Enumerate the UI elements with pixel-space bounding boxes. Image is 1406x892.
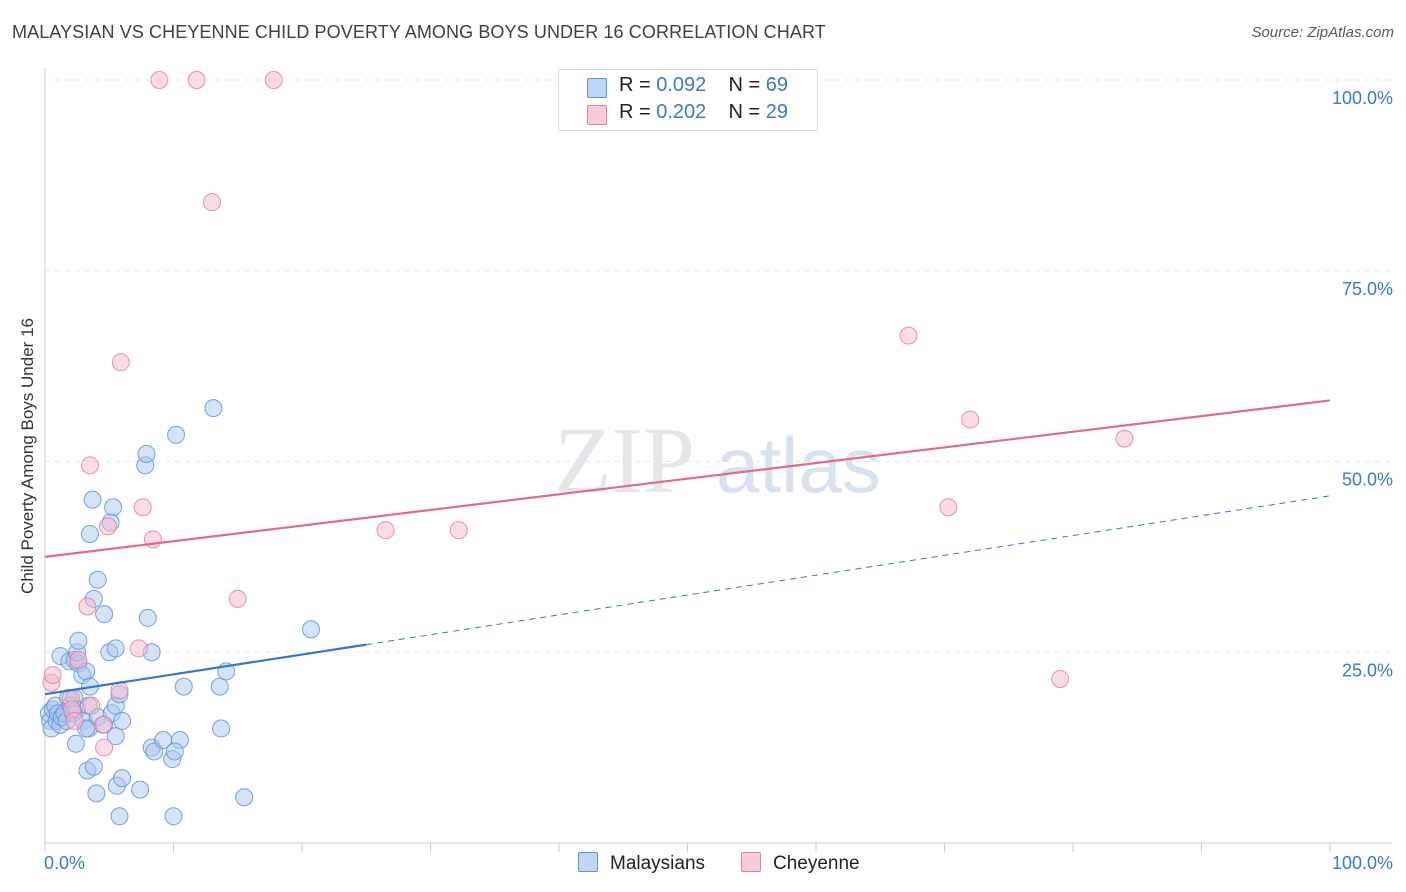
point-cheyenne (93, 715, 112, 734)
point-malaysians (165, 742, 184, 761)
point-cheyenne (129, 639, 148, 658)
watermark-zip: ZIP (554, 409, 695, 513)
chart-title: MALAYSIAN VS CHEYENNE CHILD POVERTY AMON… (12, 22, 826, 42)
point-cheyenne (95, 738, 114, 757)
point-cheyenne (43, 666, 62, 685)
trend-line-extension-malaysians (366, 495, 1331, 646)
trend-line-malaysians (44, 643, 367, 696)
y-tick-label: 100.0% (1332, 88, 1393, 108)
point-malaysians (138, 608, 157, 627)
gridlines (45, 79, 1392, 653)
point-cheyenne (939, 498, 958, 517)
point-cheyenne (80, 456, 99, 475)
trend-line-cheyenne (44, 399, 1331, 558)
point-cheyenne (187, 71, 206, 89)
legend-n-value-cheyenne: 29 (765, 101, 789, 123)
point-cheyenne (133, 498, 152, 517)
point-cheyenne (98, 517, 117, 536)
point-malaysians (69, 631, 88, 650)
point-malaysians (137, 444, 156, 463)
point-cheyenne (78, 597, 97, 616)
point-malaysians (113, 769, 132, 788)
legend-swatch-cheyenne (741, 852, 761, 872)
legend-swatch-malaysians (587, 78, 607, 98)
point-cheyenne (899, 326, 918, 345)
data-points (39, 71, 1134, 826)
legend-item-cheyenne[interactable]: Cheyenne (741, 852, 860, 875)
point-cheyenne (376, 521, 395, 540)
legend-r-label: R = (619, 101, 651, 123)
point-malaysians (113, 711, 132, 730)
point-cheyenne (449, 521, 468, 540)
point-malaysians (106, 727, 125, 746)
point-malaysians (110, 807, 129, 826)
point-malaysians (87, 784, 106, 803)
source-label: Source: ZipAtlas.com (1251, 24, 1394, 41)
point-cheyenne (961, 410, 980, 429)
legend-r-label: R = (619, 74, 651, 96)
x-tick-label: 100.0% (1332, 853, 1393, 873)
point-malaysians (88, 570, 107, 589)
point-cheyenne (228, 589, 247, 608)
point-malaysians (106, 639, 125, 658)
legend-r-value-malaysians: 0.092 (656, 74, 707, 96)
point-malaysians (84, 757, 103, 776)
y-tick-label: 75.0% (1342, 279, 1393, 299)
point-malaysians (66, 734, 85, 753)
legend-swatch-malaysians (578, 852, 598, 872)
point-malaysians (204, 399, 223, 418)
point-cheyenne (65, 711, 84, 730)
point-cheyenne (69, 650, 88, 669)
legend-label-cheyenne: Cheyenne (773, 853, 860, 874)
point-cheyenne (203, 193, 222, 212)
point-malaysians (131, 780, 150, 799)
point-malaysians (210, 677, 229, 696)
legend-swatch-cheyenne (587, 105, 607, 125)
legend-n-label: N = (728, 74, 761, 96)
legend-n-value-malaysians: 69 (765, 74, 789, 96)
point-cheyenne (1051, 669, 1070, 688)
point-malaysians (104, 498, 123, 517)
point-cheyenne (264, 71, 283, 89)
point-malaysians (80, 524, 99, 543)
x-tick-label: 0.0% (44, 853, 85, 873)
y-tick-label: 50.0% (1342, 470, 1393, 490)
y-tick-label: 25.0% (1342, 660, 1393, 680)
point-malaysians (301, 620, 320, 639)
point-malaysians (83, 490, 102, 509)
trend-lines (44, 399, 1331, 696)
tick-labels: 25.0% 50.0% 75.0% 100.0% 0.0% 100.0% (44, 88, 1393, 873)
legend-item-malaysians[interactable]: Malaysians (578, 852, 705, 875)
legend-n-label: N = (728, 101, 761, 123)
point-malaysians (235, 788, 254, 807)
point-malaysians (164, 807, 183, 826)
point-cheyenne (150, 71, 169, 89)
point-malaysians (212, 719, 231, 738)
point-malaysians (167, 425, 186, 444)
point-cheyenne (111, 353, 130, 372)
point-malaysians (95, 605, 114, 624)
legend-r-value-cheyenne: 0.202 (656, 101, 707, 123)
legend-label-malaysians: Malaysians (610, 853, 706, 874)
point-cheyenne (1115, 429, 1134, 448)
point-cheyenne (82, 696, 101, 715)
point-malaysians (174, 677, 193, 696)
correlation-legend: R = 0.092 N = 69 R = 0.202 N = 29 (558, 69, 818, 131)
